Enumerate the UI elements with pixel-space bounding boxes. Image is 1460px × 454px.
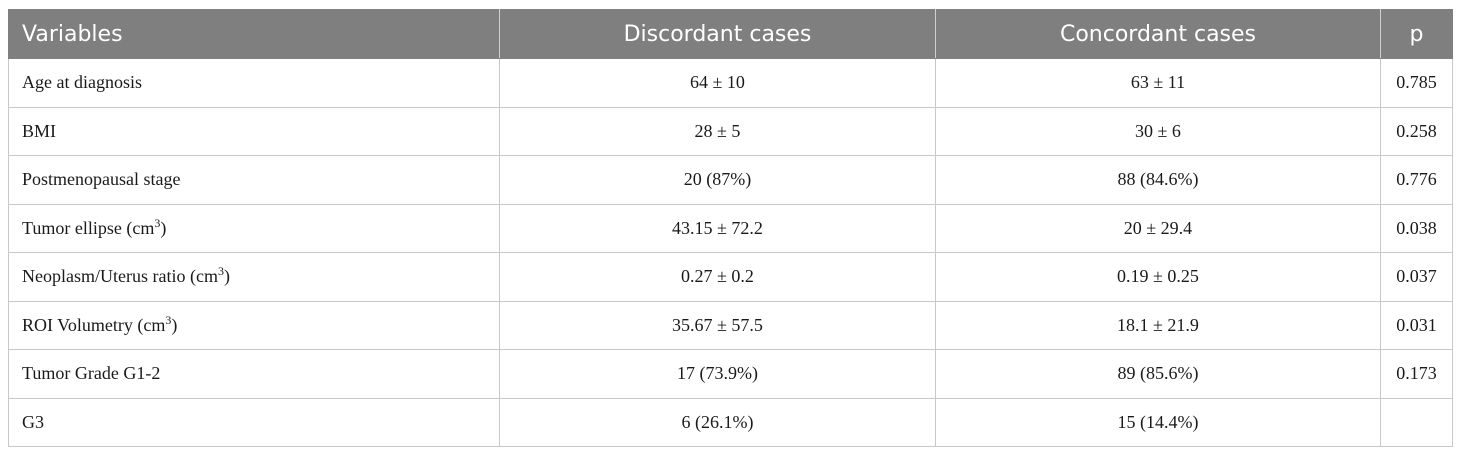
discordant-cell: 6 (26.1%) xyxy=(499,397,936,447)
table-row: ROI Volumetry (cm3) 35.67 ± 57.5 18.1 ± … xyxy=(8,300,1453,350)
p-value-cell: 0.038 xyxy=(1380,203,1453,253)
discordant-cell: 43.15 ± 72.2 xyxy=(499,203,936,253)
header-variables: Variables xyxy=(8,9,500,59)
p-value-cell: 0.031 xyxy=(1380,300,1453,350)
p-value-cell: 0.258 xyxy=(1380,106,1453,156)
concordant-cell: 15 (14.4%) xyxy=(935,397,1381,447)
discordant-cell: 0.27 ± 0.2 xyxy=(499,252,936,302)
unit-superscript: 3 xyxy=(165,312,172,327)
variable-label: BMI xyxy=(22,120,57,141)
unit-superscript: 3 xyxy=(154,215,161,230)
header-discordant-cases: Discordant cases xyxy=(499,9,936,59)
table-header: Variables Discordant cases Concordant ca… xyxy=(8,9,1453,59)
table-row: Age at diagnosis 64 ± 10 63 ± 11 0.785 xyxy=(8,58,1453,108)
unit-suffix: ) xyxy=(223,266,230,287)
concordant-cell: 63 ± 11 xyxy=(935,58,1381,108)
discordant-cell: 64 ± 10 xyxy=(499,58,936,108)
table-row: BMI 28 ± 5 30 ± 6 0.258 xyxy=(8,106,1453,156)
header-row: Variables Discordant cases Concordant ca… xyxy=(8,9,1453,59)
table-row: Tumor Grade G1-2 17 (73.9%) 89 (85.6%) 0… xyxy=(8,349,1453,399)
variable-cell: BMI xyxy=(8,106,500,156)
discordant-cell: 35.67 ± 57.5 xyxy=(499,300,936,350)
discordant-cell: 20 (87%) xyxy=(499,155,936,205)
variable-cell: Age at diagnosis xyxy=(8,58,500,108)
variable-cell: G3 xyxy=(8,397,500,447)
variable-cell: Neoplasm/Uterus ratio (cm3) xyxy=(8,252,500,302)
concordant-cell: 18.1 ± 21.9 xyxy=(935,300,1381,350)
variable-label: Postmenopausal stage xyxy=(22,169,181,190)
comparison-table-container: Variables Discordant cases Concordant ca… xyxy=(8,9,1453,447)
p-value-cell xyxy=(1380,397,1453,447)
table-row: Neoplasm/Uterus ratio (cm3) 0.27 ± 0.2 0… xyxy=(8,252,1453,302)
p-value-cell: 0.776 xyxy=(1380,155,1453,205)
p-value-cell: 0.173 xyxy=(1380,349,1453,399)
variable-label: Tumor ellipse (cm xyxy=(22,217,155,238)
discordant-cell: 28 ± 5 xyxy=(499,106,936,156)
variable-cell: ROI Volumetry (cm3) xyxy=(8,300,500,350)
variable-label: Tumor Grade G1-2 xyxy=(22,363,161,384)
concordant-cell: 89 (85.6%) xyxy=(935,349,1381,399)
unit-superscript: 3 xyxy=(217,264,224,279)
header-concordant-cases: Concordant cases xyxy=(935,9,1381,59)
variable-cell: Tumor ellipse (cm3) xyxy=(8,203,500,253)
table-row: Postmenopausal stage 20 (87%) 88 (84.6%)… xyxy=(8,155,1453,205)
concordant-cell: 30 ± 6 xyxy=(935,106,1381,156)
table-row: Tumor ellipse (cm3) 43.15 ± 72.2 20 ± 29… xyxy=(8,203,1453,253)
variable-cell: Tumor Grade G1-2 xyxy=(8,349,500,399)
p-value-cell: 0.037 xyxy=(1380,252,1453,302)
header-p-value: p xyxy=(1380,9,1453,59)
variable-label: Age at diagnosis xyxy=(22,72,142,93)
unit-suffix: ) xyxy=(160,217,167,238)
variable-cell: Postmenopausal stage xyxy=(8,155,500,205)
p-value-cell: 0.785 xyxy=(1380,58,1453,108)
variable-label: G3 xyxy=(22,411,44,432)
variable-label: Neoplasm/Uterus ratio (cm xyxy=(22,266,218,287)
concordant-cell: 0.19 ± 0.25 xyxy=(935,252,1381,302)
comparison-table: Variables Discordant cases Concordant ca… xyxy=(8,9,1453,447)
unit-suffix: ) xyxy=(171,314,178,335)
variable-label: ROI Volumetry (cm xyxy=(22,314,166,335)
concordant-cell: 20 ± 29.4 xyxy=(935,203,1381,253)
discordant-cell: 17 (73.9%) xyxy=(499,349,936,399)
table-row: G3 6 (26.1%) 15 (14.4%) xyxy=(8,397,1453,447)
concordant-cell: 88 (84.6%) xyxy=(935,155,1381,205)
table-body: Age at diagnosis 64 ± 10 63 ± 11 0.785 B… xyxy=(8,58,1453,447)
